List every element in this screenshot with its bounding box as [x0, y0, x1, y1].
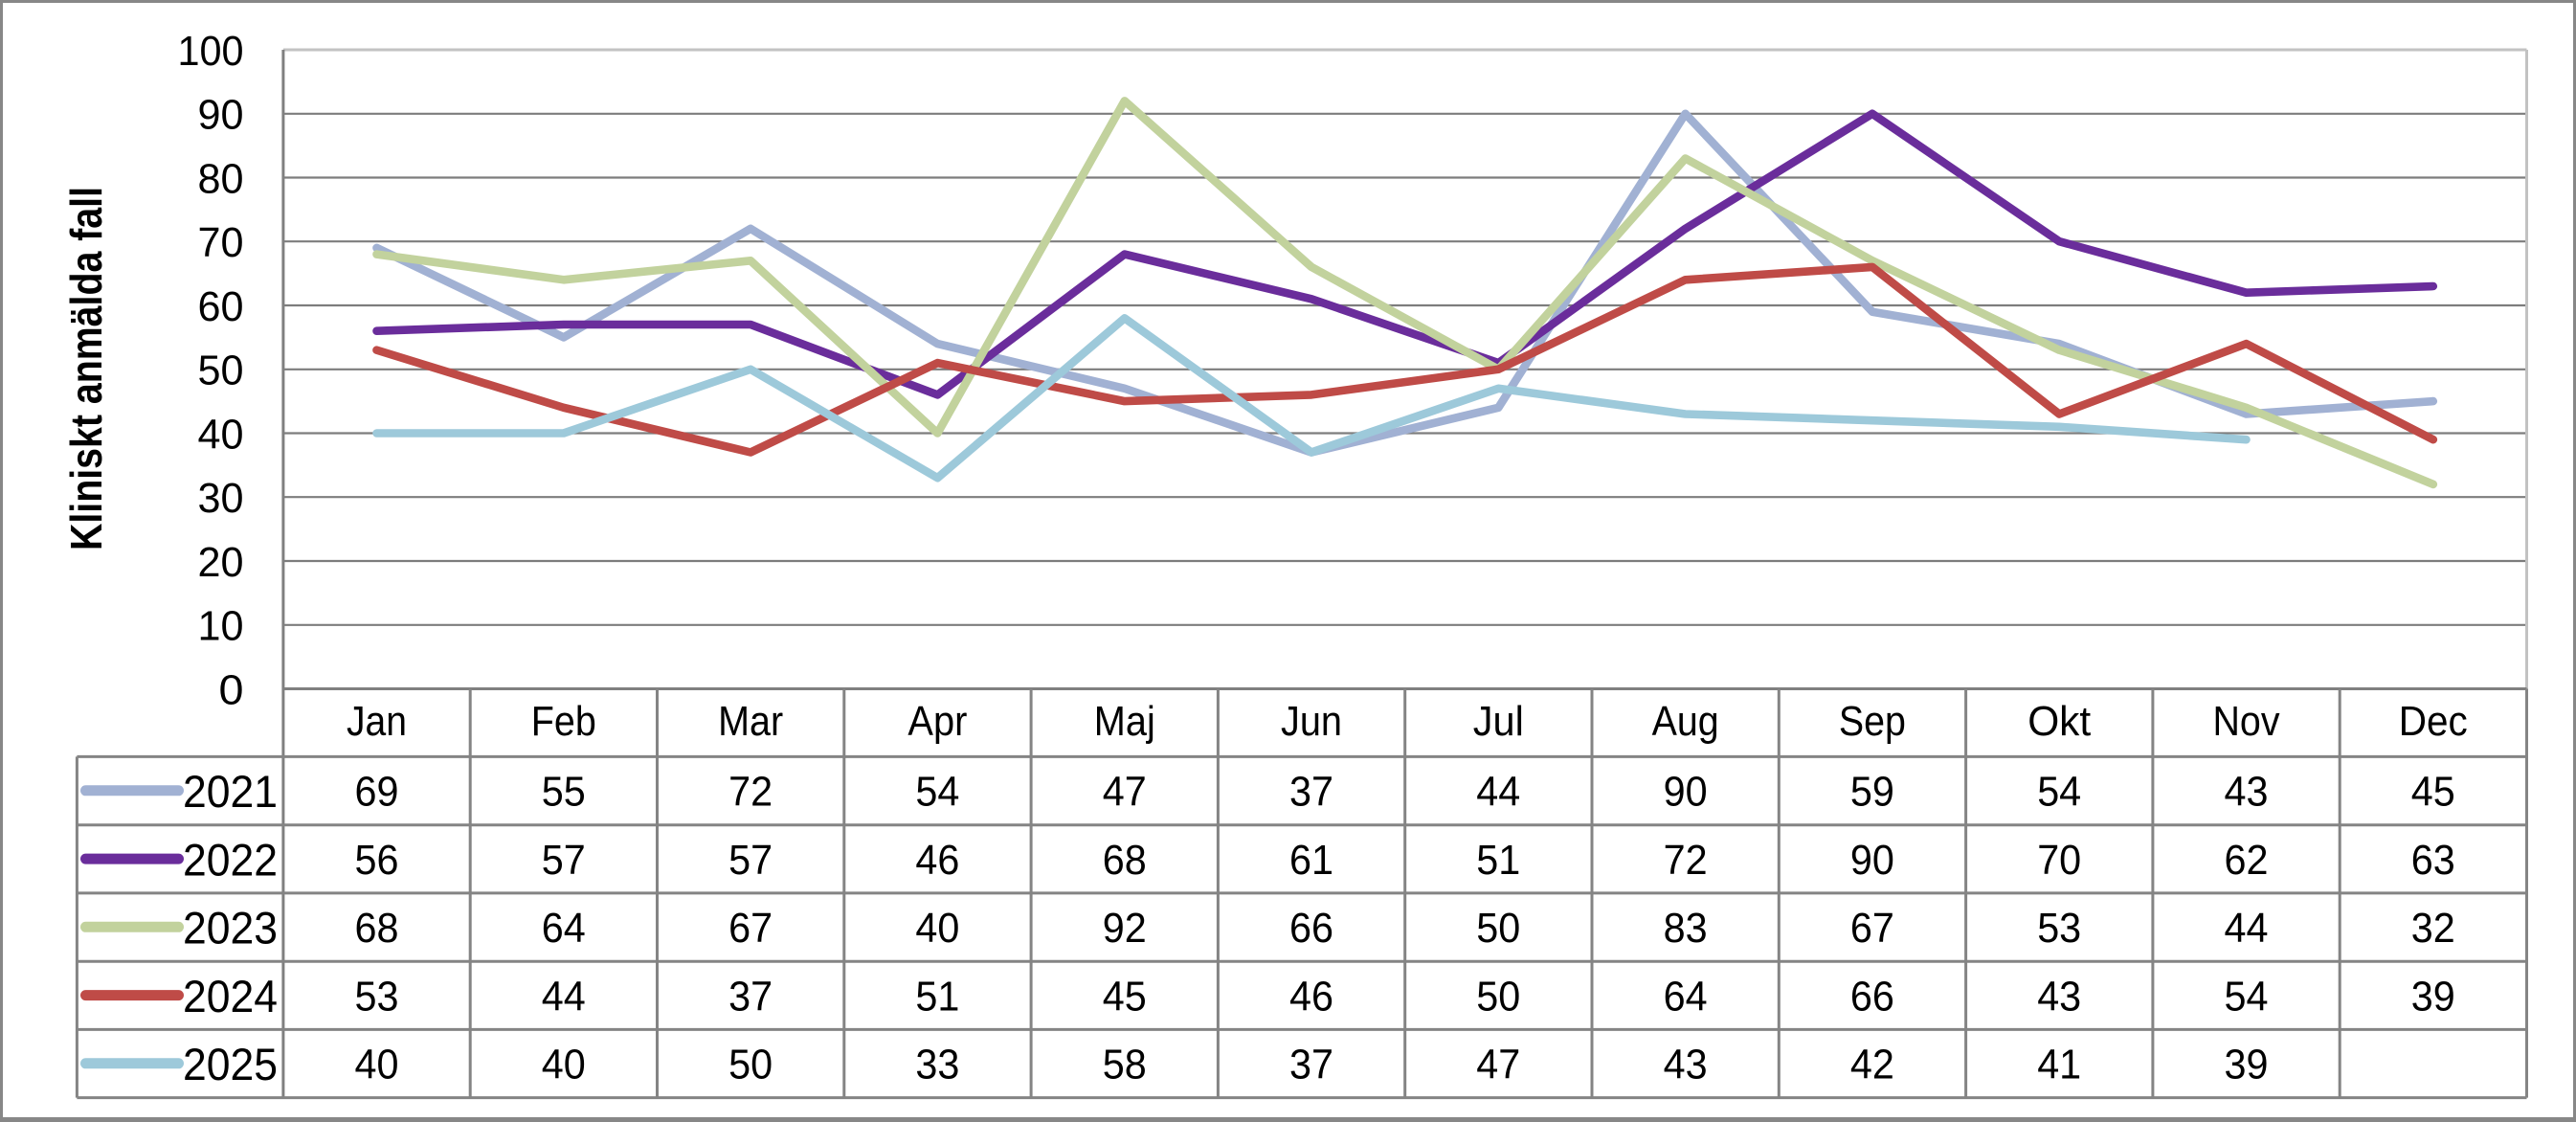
svg-text:55: 55	[542, 769, 586, 816]
svg-text:Jul: Jul	[1473, 698, 1524, 745]
svg-text:51: 51	[1476, 837, 1520, 884]
svg-text:50: 50	[1476, 973, 1520, 1020]
svg-text:44: 44	[1476, 769, 1520, 816]
svg-text:43: 43	[2225, 769, 2269, 816]
svg-text:10: 10	[198, 603, 244, 650]
svg-text:2023: 2023	[183, 903, 278, 954]
svg-text:62: 62	[2225, 837, 2269, 884]
svg-text:68: 68	[355, 905, 399, 952]
svg-text:20: 20	[198, 539, 244, 586]
svg-text:44: 44	[542, 973, 586, 1020]
svg-text:42: 42	[1850, 1042, 1894, 1088]
svg-text:47: 47	[1103, 769, 1147, 816]
svg-text:80: 80	[198, 155, 244, 202]
svg-text:Dec: Dec	[2399, 698, 2468, 745]
svg-text:39: 39	[2411, 973, 2455, 1020]
svg-text:Okt: Okt	[2027, 698, 2091, 745]
svg-text:50: 50	[198, 348, 244, 394]
svg-text:45: 45	[2411, 769, 2455, 816]
svg-text:40: 40	[915, 905, 959, 952]
svg-text:54: 54	[2225, 973, 2269, 1020]
svg-text:70: 70	[2037, 837, 2081, 884]
svg-text:59: 59	[1850, 769, 1894, 816]
svg-text:32: 32	[2411, 905, 2455, 952]
svg-text:40: 40	[355, 1042, 399, 1088]
svg-text:47: 47	[1476, 1042, 1520, 1088]
svg-text:57: 57	[728, 837, 773, 884]
svg-text:66: 66	[1850, 973, 1894, 1020]
svg-text:Kliniskt anmälda fall: Kliniskt anmälda fall	[61, 187, 111, 550]
svg-text:64: 64	[1664, 973, 1708, 1020]
svg-text:0: 0	[219, 666, 244, 713]
svg-text:64: 64	[542, 905, 586, 952]
svg-text:43: 43	[1664, 1042, 1708, 1088]
svg-text:2024: 2024	[183, 971, 278, 1021]
svg-text:45: 45	[1103, 973, 1147, 1020]
svg-text:Sep: Sep	[1839, 698, 1906, 745]
svg-text:37: 37	[1289, 769, 1333, 816]
svg-text:46: 46	[1289, 973, 1333, 1020]
svg-text:2021: 2021	[183, 766, 278, 817]
svg-text:58: 58	[1103, 1042, 1147, 1088]
svg-text:63: 63	[2411, 837, 2455, 884]
svg-text:Aug: Aug	[1652, 698, 1719, 745]
svg-text:54: 54	[915, 769, 959, 816]
svg-text:53: 53	[355, 973, 399, 1020]
svg-text:50: 50	[728, 1042, 773, 1088]
svg-text:46: 46	[915, 837, 959, 884]
svg-text:92: 92	[1103, 905, 1147, 952]
svg-text:Apr: Apr	[907, 698, 967, 745]
svg-text:90: 90	[1664, 769, 1708, 816]
svg-text:41: 41	[2037, 1042, 2081, 1088]
svg-text:Jun: Jun	[1281, 698, 1342, 745]
svg-text:66: 66	[1289, 905, 1333, 952]
svg-text:30: 30	[198, 475, 244, 522]
svg-text:72: 72	[728, 769, 773, 816]
svg-text:100: 100	[178, 28, 244, 75]
svg-text:Feb: Feb	[531, 698, 596, 745]
svg-text:53: 53	[2037, 905, 2081, 952]
svg-text:Nov: Nov	[2213, 698, 2280, 745]
svg-text:57: 57	[542, 837, 586, 884]
svg-text:60: 60	[198, 283, 244, 330]
svg-text:50: 50	[1476, 905, 1520, 952]
svg-text:44: 44	[2225, 905, 2269, 952]
svg-text:69: 69	[355, 769, 399, 816]
svg-text:70: 70	[198, 219, 244, 266]
svg-text:56: 56	[355, 837, 399, 884]
svg-text:37: 37	[728, 973, 773, 1020]
svg-text:Jan: Jan	[347, 698, 407, 745]
svg-text:40: 40	[198, 411, 244, 458]
svg-text:37: 37	[1289, 1042, 1333, 1088]
svg-text:72: 72	[1664, 837, 1708, 884]
svg-text:Mar: Mar	[718, 698, 783, 745]
svg-text:54: 54	[2037, 769, 2081, 816]
svg-text:2025: 2025	[183, 1039, 278, 1089]
svg-text:2022: 2022	[183, 834, 278, 885]
svg-text:40: 40	[542, 1042, 586, 1088]
svg-text:68: 68	[1103, 837, 1147, 884]
svg-text:33: 33	[915, 1042, 959, 1088]
svg-text:51: 51	[915, 973, 959, 1020]
svg-text:61: 61	[1289, 837, 1333, 884]
svg-text:90: 90	[1850, 837, 1894, 884]
svg-text:Maj: Maj	[1094, 698, 1155, 745]
svg-text:83: 83	[1664, 905, 1708, 952]
svg-text:67: 67	[1850, 905, 1894, 952]
svg-text:90: 90	[198, 92, 244, 139]
svg-text:39: 39	[2225, 1042, 2269, 1088]
svg-text:67: 67	[728, 905, 773, 952]
svg-text:43: 43	[2037, 973, 2081, 1020]
